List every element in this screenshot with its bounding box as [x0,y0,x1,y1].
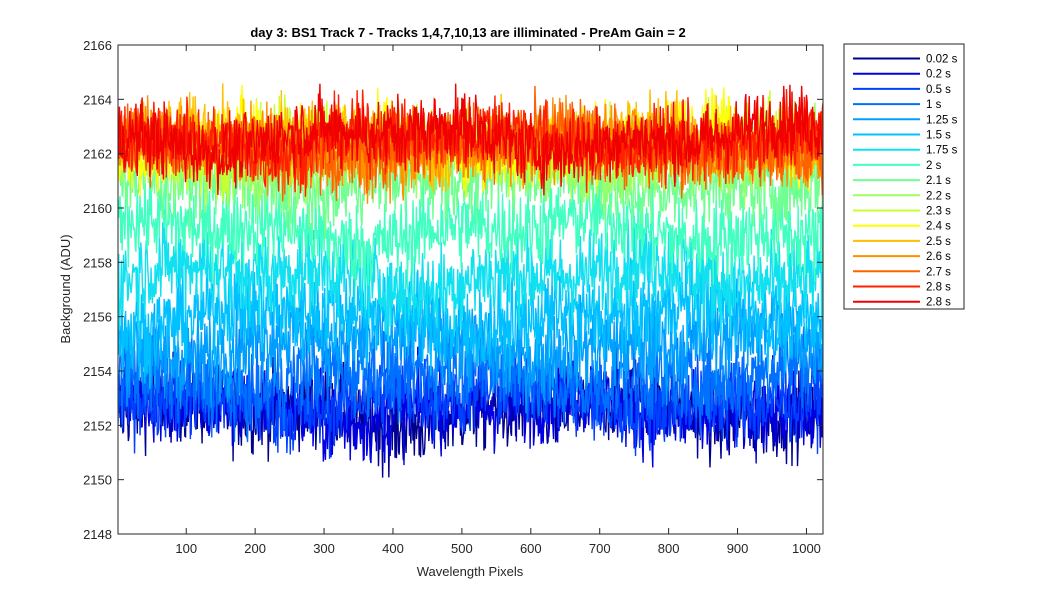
series-lines [118,83,823,478]
legend-label: 0.02 s [926,54,958,66]
x-tick-label: 500 [451,541,473,556]
x-tick-label: 1000 [792,541,821,556]
legend-label: 1.75 s [926,145,958,157]
y-tick-label: 2164 [83,92,112,107]
legend: 0.02 s 0.2 s 0.5 s 1 s 1.25 s 1.5 s 1.75 s 2 s 2… [843,43,965,310]
x-tick-label: 300 [313,541,335,556]
plot-frame [117,44,824,535]
y-axis-label: Background (ADU) [58,234,73,343]
x-tick-label: 200 [244,541,266,556]
legend-label: 2.8 s [926,297,951,309]
legend-label: 2.4 s [926,221,951,233]
series-line [118,337,823,459]
x-tick-label: 800 [658,541,680,556]
legend-label: 2.2 s [926,190,951,202]
x-tick-label: 600 [520,541,542,556]
chart-title: day 3: BS1 Track 7 - Tracks 1,4,7,10,13 … [250,25,685,40]
legend-label: 2 s [926,160,942,172]
x-tick-label: 100 [175,541,197,556]
legend-label: 2.8 s [926,282,951,294]
y-tick-label: 2148 [83,527,112,542]
x-axis-ticks: 100 200 300 400 500 600 700 800 900 1000 [175,45,821,556]
y-tick-label: 2162 [83,147,112,162]
y-axis-ticks: 2148 2150 2152 2154 2156 2158 2160 2162 2164 2166 [83,38,823,542]
legend-label: 1 s [926,99,942,111]
x-tick-label: 400 [382,541,404,556]
series-line [118,83,823,196]
legend-label: 2.6 s [926,251,951,263]
legend-label: 2.1 s [926,175,951,187]
legend-label: 2.3 s [926,206,951,218]
legend-label: 0.5 s [926,84,951,96]
x-tick-label: 700 [589,541,611,556]
legend-label: 2.7 s [926,266,951,278]
legend-label: 1.25 s [926,114,958,126]
legend-items: 0.02 s 0.2 s 0.5 s 1 s 1.25 s 1.5 s 1.75 s 2 s 2… [853,54,958,309]
legend-label: 0.2 s [926,69,951,81]
y-tick-label: 2158 [83,255,112,270]
x-axis-label: Wavelength Pixels [417,564,524,579]
legend-label: 1.5 s [926,130,951,142]
y-tick-label: 2154 [83,364,112,379]
legend-label: 2.5 s [926,236,951,248]
series-line [118,158,823,288]
y-tick-label: 2166 [83,38,112,53]
y-tick-label: 2150 [83,473,112,488]
y-tick-label: 2160 [83,201,112,216]
x-tick-label: 900 [727,541,749,556]
y-tick-label: 2152 [83,418,112,433]
plot-area: 100 200 300 400 500 600 700 800 900 1000 2148 2150… [83,38,824,556]
y-tick-label: 2156 [83,310,112,325]
series-line [118,278,823,414]
